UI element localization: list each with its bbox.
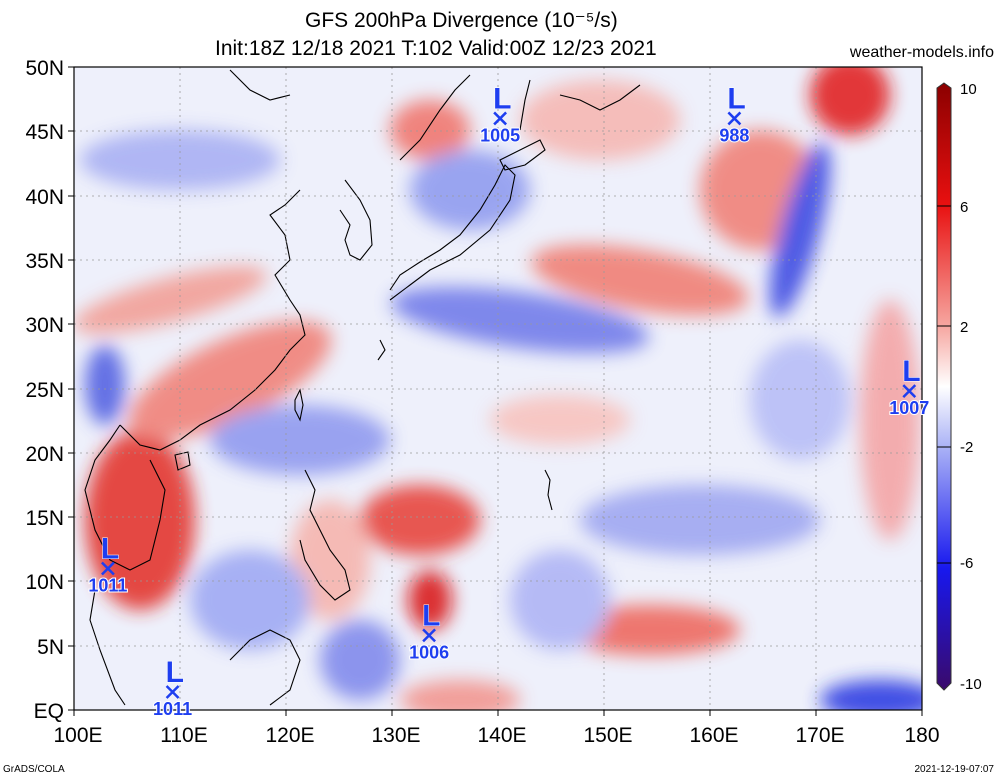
colorbar-label: 10 — [960, 81, 977, 98]
colorbar-label: 2 — [960, 319, 968, 336]
low-pressure-value: 988 — [719, 125, 749, 145]
low-marker: L 1006 — [408, 599, 450, 664]
lon-label: 150E — [583, 724, 632, 747]
low-pressure-value: 1011 — [88, 576, 127, 596]
lat-label: 20N — [25, 443, 64, 466]
lat-label: 45N — [25, 121, 64, 144]
low-letter: L — [727, 82, 745, 115]
low-center-x-icon — [165, 685, 180, 699]
lon-label: 120E — [265, 724, 314, 747]
coastlines — [84, 69, 641, 706]
lon-label: 170E — [795, 724, 844, 747]
low-center-x-icon — [727, 111, 742, 126]
footer-credit: GrADS/COLA — [3, 764, 65, 775]
lat-label: EQ — [34, 700, 64, 723]
low-marker: L 1011 — [87, 532, 128, 597]
low-letter: L — [422, 599, 440, 632]
low-pressure-value: 1005 — [480, 125, 520, 145]
low-pressure-value: 1007 — [889, 398, 929, 418]
site-credit: weather-models.info — [849, 44, 994, 61]
low-pressure-markers: L 1005 L 988 L 1007 L 1011 L 1006 L 1011 — [87, 82, 930, 720]
low-letter: L — [101, 533, 119, 566]
colorbar-label: -6 — [960, 555, 973, 572]
lat-label: 50N — [25, 57, 64, 80]
lon-label: 130E — [371, 724, 420, 747]
lat-label: 15N — [25, 507, 64, 530]
colorbar-label: -2 — [960, 439, 973, 456]
low-pressure-value: 1006 — [409, 642, 449, 662]
low-marker: L 1011 — [152, 655, 193, 720]
grid-lines — [74, 67, 922, 710]
low-letter: L — [493, 82, 511, 115]
low-marker: L 1005 — [479, 82, 521, 147]
lat-label: 25N — [25, 379, 64, 402]
lon-label: 100E — [53, 724, 102, 747]
low-marker: L 988 — [718, 82, 750, 147]
lat-label: 30N — [25, 314, 64, 337]
low-letter: L — [166, 656, 184, 689]
lon-label: 110E — [160, 724, 208, 747]
longitude-labels: 100E 110E 120E 130E 140E 150E 160E 170E … — [53, 724, 939, 747]
colorbar: 10 6 2 -2 -6 -10 — [936, 81, 982, 693]
low-center-x-icon — [101, 561, 115, 576]
low-pressure-value: 1011 — [153, 699, 192, 719]
divergence-field — [74, 67, 922, 710]
low-letter: L — [902, 355, 920, 388]
footer-timestamp: 2021-12-19-07:07 — [914, 764, 994, 775]
low-marker: L 1007 — [888, 355, 930, 420]
low-center-x-icon — [902, 384, 917, 398]
lat-label: 10N — [25, 571, 64, 594]
colorbar-label: -10 — [960, 676, 982, 693]
low-center-x-icon — [422, 628, 436, 643]
colorbar-label: 6 — [960, 199, 968, 216]
map-title-line2: Init:18Z 12/18 2021 T:102 Valid:00Z 12/2… — [215, 37, 657, 60]
lon-label: 160E — [689, 724, 738, 747]
lat-label: 5N — [37, 636, 64, 659]
lon-label: 180 — [904, 724, 939, 747]
map-title-line1: GFS 200hPa Divergence (10⁻⁵/s) — [305, 9, 618, 32]
low-center-x-icon — [493, 111, 508, 126]
latitude-labels: EQ 5N 10N 15N 20N 25N 30N 35N 40N 45N 50… — [25, 57, 64, 723]
lat-label: 35N — [25, 250, 64, 273]
lat-label: 40N — [25, 186, 64, 209]
lon-label: 140E — [477, 724, 526, 747]
tick-marks — [68, 66, 923, 716]
